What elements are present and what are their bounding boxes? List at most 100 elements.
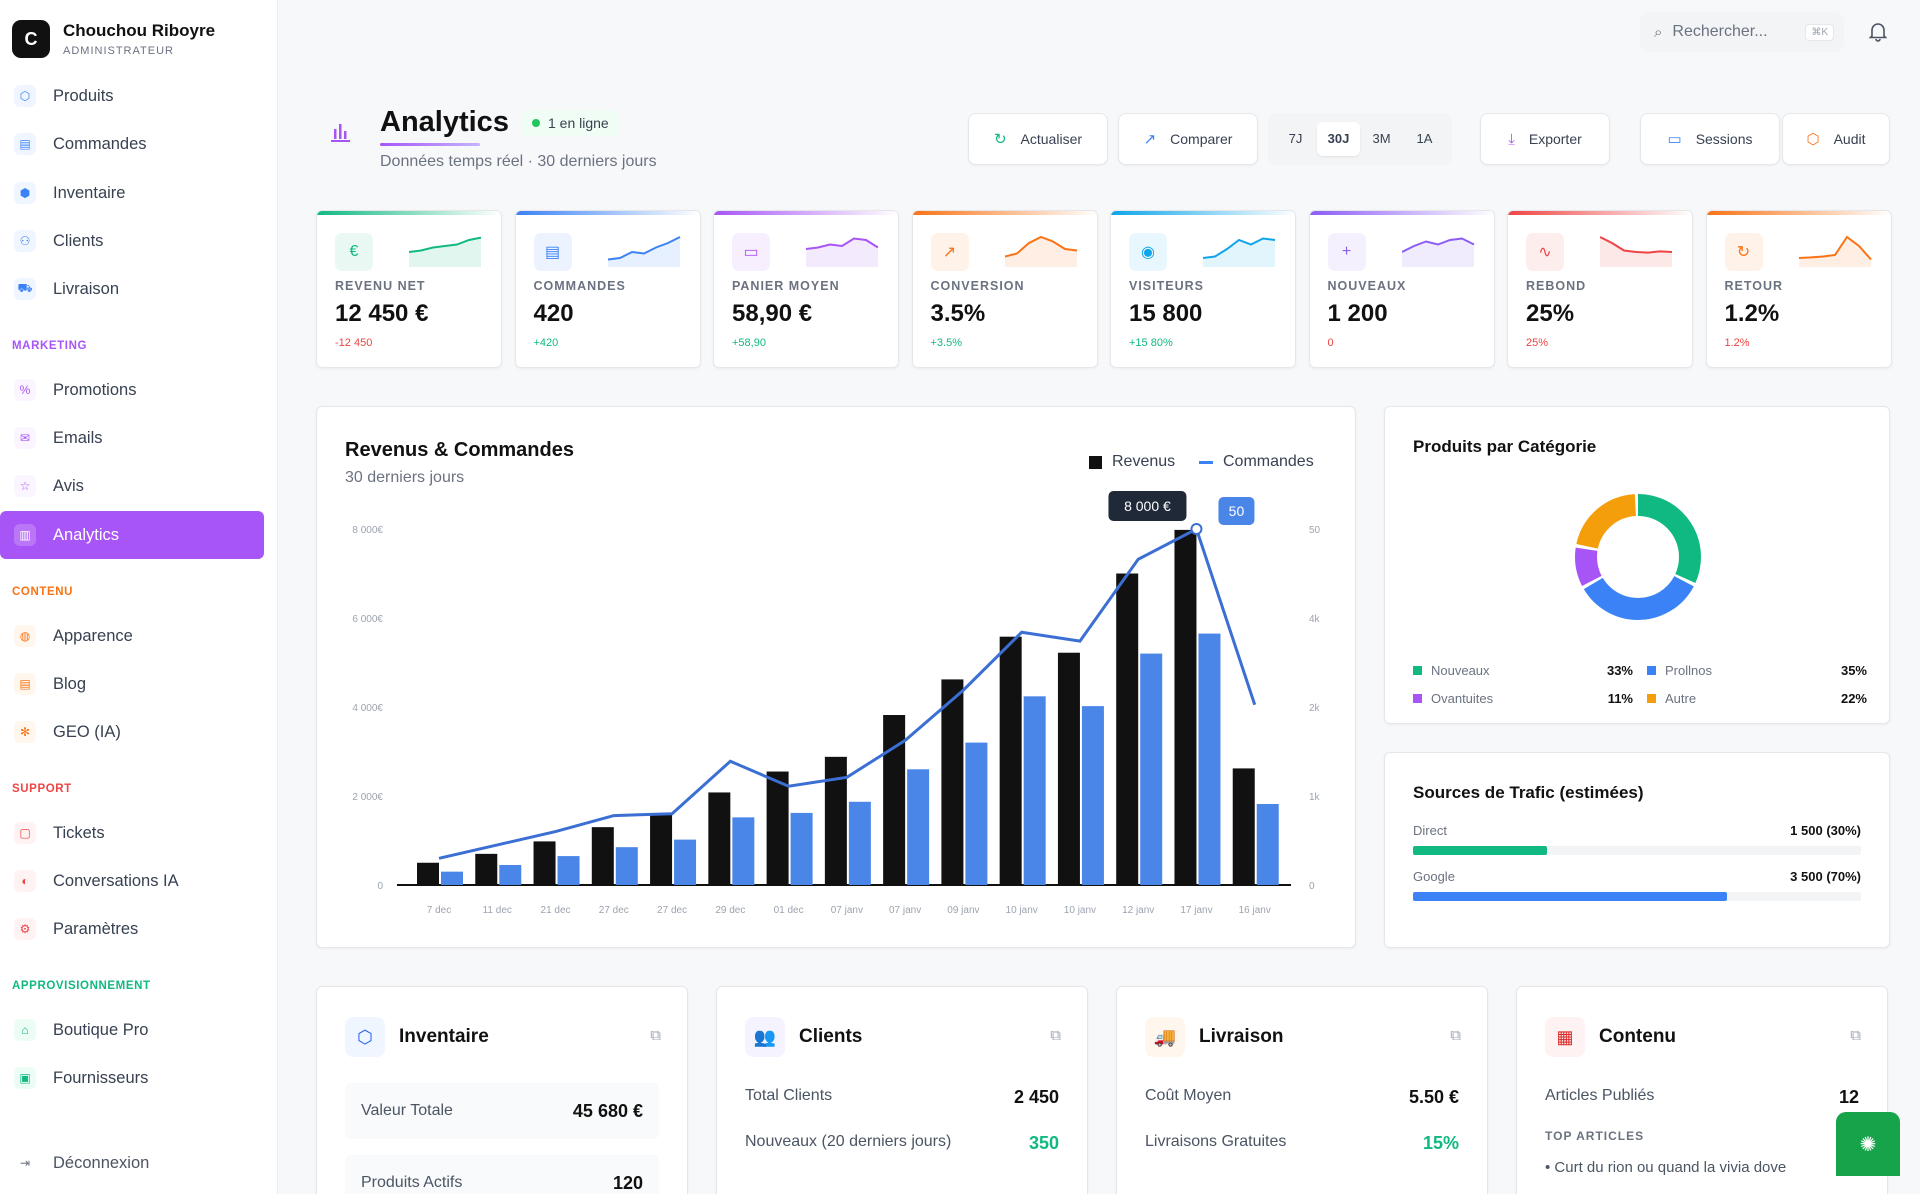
bar-revenue[interactable]	[533, 841, 556, 885]
external-link-icon[interactable]: ⧉	[650, 1027, 661, 1044]
bar-revenue[interactable]	[475, 853, 498, 885]
sidebar-item-tickets[interactable]: ▢ Tickets	[0, 809, 264, 857]
sessions-button[interactable]: ▭ Sessions	[1640, 113, 1780, 165]
logout-button[interactable]: ⇥ Déconnexion	[0, 1139, 264, 1187]
kpi-card[interactable]: € REVENU NET 12 450 € -12 450	[316, 210, 502, 368]
range-7j[interactable]: 7J	[1288, 131, 1303, 146]
refresh-button[interactable]: ↻ Actualiser	[968, 113, 1108, 165]
range-3m[interactable]: 3M	[1372, 131, 1391, 146]
external-link-icon[interactable]: ⧉	[1850, 1027, 1861, 1044]
bar-revenue[interactable]	[1057, 652, 1080, 885]
sidebar-item-geo[interactable]: ✻ GEO (IA)	[0, 708, 264, 756]
stat-row: Produits Actifs 120	[345, 1155, 659, 1194]
sidebar-item-apparence[interactable]: ◍ Apparence	[0, 612, 264, 660]
kpi-label: PANIER MOYEN	[732, 279, 840, 293]
bar-revenue-secondary[interactable]	[674, 839, 697, 885]
bar-revenue[interactable]	[941, 679, 964, 885]
bar-revenue-secondary[interactable]	[965, 742, 988, 885]
kpi-card[interactable]: ∿ REBOND 25% 25%	[1507, 210, 1693, 368]
legend-orders[interactable]: Commandes	[1199, 453, 1314, 471]
assistant-fab[interactable]: ✺	[1836, 1112, 1900, 1176]
sidebar-item-analytics[interactable]: ▥ Analytics	[0, 511, 264, 559]
sidebar-item-boutique-pro[interactable]: ⌂ Boutique Pro	[0, 1006, 264, 1054]
legend-revenue[interactable]: Revenus	[1089, 453, 1175, 471]
bar-revenue-secondary[interactable]	[848, 801, 871, 885]
bar-revenue-secondary[interactable]	[1256, 804, 1279, 885]
bar-revenue-secondary[interactable]	[1081, 706, 1104, 885]
chart-icon: ▥	[14, 524, 36, 546]
bar-revenue[interactable]	[708, 792, 731, 885]
sidebar-item-promotions[interactable]: % Promotions	[0, 366, 264, 414]
kpi-label: VISITEURS	[1129, 279, 1204, 293]
card-title: Contenu	[1599, 1026, 1677, 1047]
bar-revenue[interactable]	[591, 827, 614, 885]
bar-revenue[interactable]	[1174, 529, 1197, 885]
kpi-card[interactable]: ↻ RETOUR 1.2% 1.2%	[1705, 210, 1892, 368]
bar-revenue-secondary[interactable]	[441, 871, 463, 885]
sidebar-item-label: Inventaire	[53, 183, 126, 202]
kpi-card[interactable]: + NOUVEAUX 1 200 0	[1308, 210, 1495, 368]
external-link-icon[interactable]: ⧉	[1450, 1027, 1461, 1044]
kpi-card[interactable]: ▤ COMMANDES 420 +420	[514, 210, 701, 368]
donut-slice[interactable]	[1575, 494, 1701, 620]
bar-revenue-secondary[interactable]	[1140, 653, 1163, 885]
sidebar-item-parametres[interactable]: ⚙ Paramètres	[0, 905, 264, 953]
sidebar-item-fournisseurs[interactable]: ▣ Fournisseurs	[0, 1054, 264, 1102]
bar-revenue-secondary[interactable]	[907, 769, 930, 885]
box-icon: ⬡	[14, 85, 36, 107]
export-button[interactable]: ⤓ Exporter	[1480, 113, 1610, 165]
external-link-icon[interactable]: ⧉	[1050, 1027, 1061, 1044]
bar-revenue-secondary[interactable]	[1198, 633, 1221, 885]
bar-revenue[interactable]	[417, 862, 439, 885]
donut-slice[interactable]	[1575, 494, 1701, 620]
bar-revenue-secondary[interactable]	[790, 812, 813, 885]
sidebar-item-conversations[interactable]: ◐ Conversations IA	[0, 857, 264, 905]
bell-icon[interactable]	[1866, 19, 1890, 43]
bar-revenue[interactable]	[1232, 768, 1255, 885]
donut-legend-value: 33%	[1606, 663, 1633, 678]
bar-revenue[interactable]	[999, 636, 1022, 885]
audit-button[interactable]: ⬡ Audit	[1782, 113, 1890, 165]
kpi-delta: -12 450	[335, 337, 373, 349]
bar-revenue-secondary[interactable]	[557, 856, 580, 885]
kpi-card[interactable]: ▭ PANIER MOYEN 58,90 € +58,90	[713, 210, 899, 368]
search-input[interactable]: ⌕ Rechercher... ⌘K	[1640, 12, 1844, 52]
kpi-card[interactable]: ◉ VISITEURS 15 800 +15 80%	[1110, 210, 1296, 368]
sparkle-icon: ✻	[14, 721, 36, 743]
bar-revenue[interactable]	[650, 814, 673, 885]
bar-revenue-secondary[interactable]	[615, 847, 638, 885]
sparkline-line	[1004, 235, 1077, 258]
traffic-source: Google	[1413, 869, 1455, 884]
sidebar-item-blog[interactable]: ▤ Blog	[0, 660, 264, 708]
compare-button[interactable]: ↗ Comparer	[1118, 113, 1258, 165]
sidebar-item-avis[interactable]: ☆ Avis	[0, 462, 264, 510]
range-30j[interactable]: 30J	[1317, 122, 1360, 156]
kpi-delta: +420	[533, 337, 559, 349]
sidebar-item-livraison[interactable]: ⛟ Livraison	[0, 265, 264, 313]
kpi-label: COMMANDES	[533, 279, 626, 293]
bar-revenue[interactable]	[1116, 573, 1139, 886]
sidebar-item-commandes[interactable]: ▤ Commandes	[0, 120, 264, 168]
kpi-label: REBOND	[1526, 279, 1587, 293]
bar-revenue-secondary[interactable]	[732, 817, 755, 885]
peak-point[interactable]	[1190, 523, 1203, 535]
bar-revenue[interactable]	[883, 715, 906, 885]
kpi-accent-bar	[912, 211, 1097, 215]
summary-card: ▦ Contenu ⧉ Articles Publiés 12 TOP ARTICLES •…	[1516, 986, 1888, 1194]
y-tick-label: 4 000€	[352, 703, 383, 714]
sidebar-item-clients[interactable]: ⚇ Clients	[0, 217, 264, 265]
sidebar-item-inventaire[interactable]: ⬢ Inventaire	[0, 169, 264, 217]
bar-revenue[interactable]	[824, 756, 847, 885]
bar-revenue-secondary[interactable]	[499, 864, 522, 885]
kpi-card[interactable]: ↗ CONVERSION 3.5% +3.5%	[911, 210, 1098, 368]
stat-label: Nouveaux (20 derniers jours)	[745, 1133, 952, 1150]
bar-revenue[interactable]	[766, 771, 789, 885]
sidebar-item-produits[interactable]: ⬡ Produits	[0, 72, 264, 120]
sidebar-item-emails[interactable]: ✉ Emails	[0, 414, 264, 462]
x-tick-label: 29 dec	[715, 905, 745, 916]
range-1a[interactable]: 1A	[1416, 131, 1433, 146]
bar-revenue-secondary[interactable]	[1023, 696, 1046, 885]
donut-slice[interactable]	[1575, 494, 1701, 620]
article-link[interactable]: • Curt du rion ou quand la vivia dove	[1545, 1159, 1787, 1176]
sidebar-item-label: Analytics	[53, 525, 120, 544]
